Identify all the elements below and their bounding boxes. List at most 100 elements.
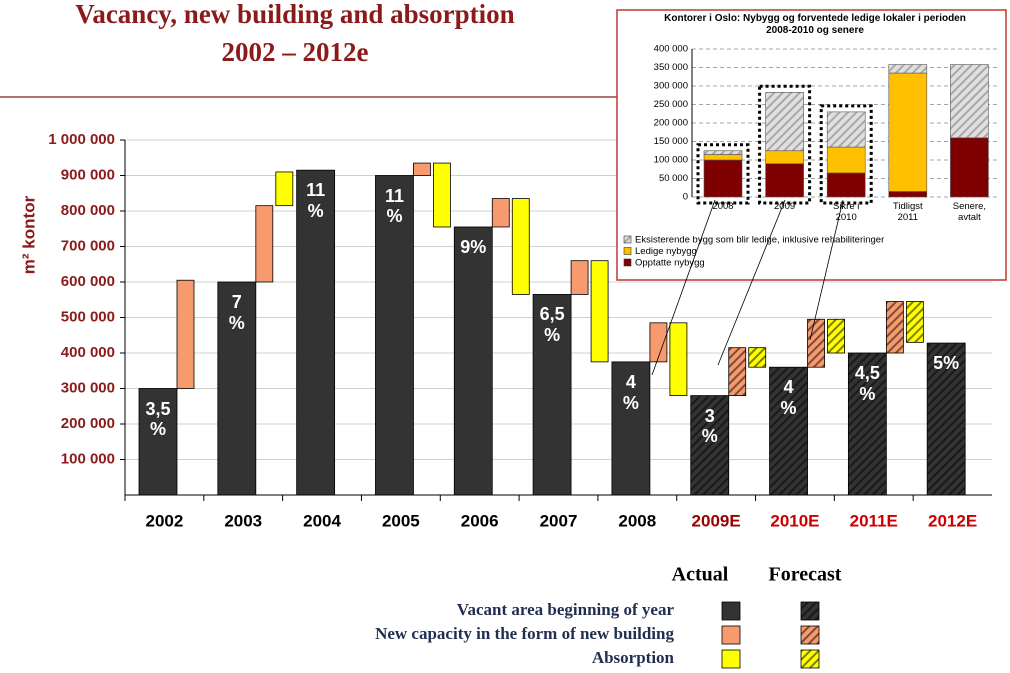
vacancy-label: 6,5 %	[539, 304, 565, 346]
inset-y-tick-label: 100 000	[654, 155, 688, 166]
y-tick-label: 300 000	[61, 379, 115, 396]
vacant-bar	[138, 388, 178, 496]
chart-title: Vacancy, new building and absorption 200…	[75, 0, 515, 67]
vacant-bar	[375, 175, 414, 496]
vacancy-label: 4,5 %	[854, 363, 880, 404]
legend-swatch	[800, 601, 820, 621]
absorption-bar	[433, 162, 451, 228]
vacant-bar	[926, 342, 966, 496]
inset-bar	[703, 154, 743, 161]
absorption-bar	[511, 198, 530, 295]
legend-swatch	[800, 625, 820, 645]
x-tick-label: 2010E	[770, 511, 819, 530]
new-building-bar	[807, 318, 825, 368]
y-tick-label: 1 000 000	[48, 131, 115, 148]
inset-legend-label: Opptatte nybygg	[635, 258, 705, 269]
legend-swatch	[721, 625, 741, 645]
inset-bar	[950, 137, 989, 198]
pointer-line	[809, 199, 844, 341]
inset-y-tick-label: 400 000	[654, 44, 688, 55]
vacant-bar	[847, 352, 887, 496]
legend-column-header: Actual	[672, 564, 729, 586]
legend-column-header: Forecast	[769, 564, 842, 586]
vacancy-label: 7 %	[228, 292, 245, 333]
vacancy-label: 4 %	[780, 377, 797, 418]
vacant-bar	[690, 395, 730, 496]
vacant-bar	[532, 294, 572, 496]
vacancy-label: 3 %	[701, 405, 718, 447]
inset-legend-swatch	[623, 247, 632, 255]
inset-bar	[826, 146, 866, 174]
x-tick-label: 2009E	[692, 511, 741, 530]
y-tick-label: 900 000	[61, 166, 115, 183]
vacant-bar	[296, 169, 336, 496]
inset-bar	[950, 64, 989, 139]
pointer-line	[651, 199, 716, 376]
y-tick-label: 200 000	[61, 415, 115, 432]
y-axis-label: m² kontor	[19, 195, 38, 274]
x-tick-label: 2002	[145, 511, 183, 530]
absorption-bar	[275, 171, 294, 207]
x-tick-label: 2008	[618, 511, 656, 530]
x-tick-label: 2003	[224, 511, 262, 530]
y-tick-label: 700 000	[61, 237, 115, 254]
inset-x-tick-label: Tidligst 2011	[892, 201, 923, 223]
absorption-bar	[669, 322, 688, 397]
new-building-bar	[491, 198, 510, 228]
new-building-bar	[570, 260, 589, 295]
absorption-bar	[905, 301, 924, 343]
legend-swatch	[721, 649, 741, 669]
y-tick-label: 400 000	[61, 344, 115, 361]
inset-bar	[826, 172, 866, 198]
vacancy-label: 9%	[460, 236, 487, 257]
y-tick-label: 100 000	[61, 450, 115, 467]
inset-bar	[888, 72, 928, 192]
new-building-bar	[255, 205, 274, 283]
x-tick-label: 2004	[303, 511, 341, 530]
vacant-bar	[769, 366, 808, 496]
inset-bar	[765, 163, 804, 198]
inset-x-tick-label: 2008	[712, 201, 734, 212]
inset-bar	[765, 91, 804, 152]
vacancy-label: 5%	[933, 353, 960, 374]
vacant-bar	[217, 281, 257, 496]
inset-y-tick-label: 350 000	[654, 62, 688, 73]
legend-swatch	[800, 649, 820, 669]
vacancy-label: 11 %	[306, 180, 326, 221]
legend-label: New capacity in the form of new building	[375, 624, 674, 643]
inset-legend-label: Ledige nybygg	[635, 246, 697, 257]
inset-frame	[616, 9, 1007, 281]
vacancy-label: 4 %	[622, 371, 639, 413]
inset-legend-label: Eksisterende bygg som blir ledige, inklu…	[635, 235, 884, 246]
new-building-bar	[413, 162, 431, 176]
inset-bar	[888, 191, 928, 198]
x-tick-label: 2005	[382, 511, 420, 530]
new-building-bar	[649, 322, 668, 363]
inset-bar	[703, 159, 743, 198]
new-building-bar	[728, 347, 747, 396]
legend-label: Vacant area beginning of year	[457, 600, 675, 619]
inset-y-tick-label: 300 000	[654, 81, 688, 92]
absorption-bar	[748, 347, 767, 368]
inset-bar	[826, 111, 866, 148]
inset-y-tick-label: 150 000	[654, 136, 688, 147]
vacancy-label: 3,5 %	[145, 398, 171, 440]
highlight-box	[696, 143, 750, 205]
legend-swatch	[721, 601, 741, 621]
absorption-bar	[590, 260, 609, 363]
highlight-box	[758, 84, 812, 205]
x-tick-label: 2007	[540, 511, 578, 530]
new-building-bar	[885, 301, 904, 354]
inset-y-tick-label: 200 000	[654, 118, 688, 129]
inset-legend-swatch	[623, 258, 632, 267]
vacant-bar	[453, 226, 493, 496]
highlight-box	[819, 104, 873, 205]
pointer-line	[717, 199, 786, 366]
inset-x-tick-label: Senere, avtalt	[952, 201, 987, 223]
inset-bar	[888, 64, 928, 74]
x-tick-label: 2006	[461, 511, 499, 530]
vacancy-label: 11 %	[384, 185, 404, 227]
inset-y-tick-label: 250 000	[654, 99, 688, 110]
